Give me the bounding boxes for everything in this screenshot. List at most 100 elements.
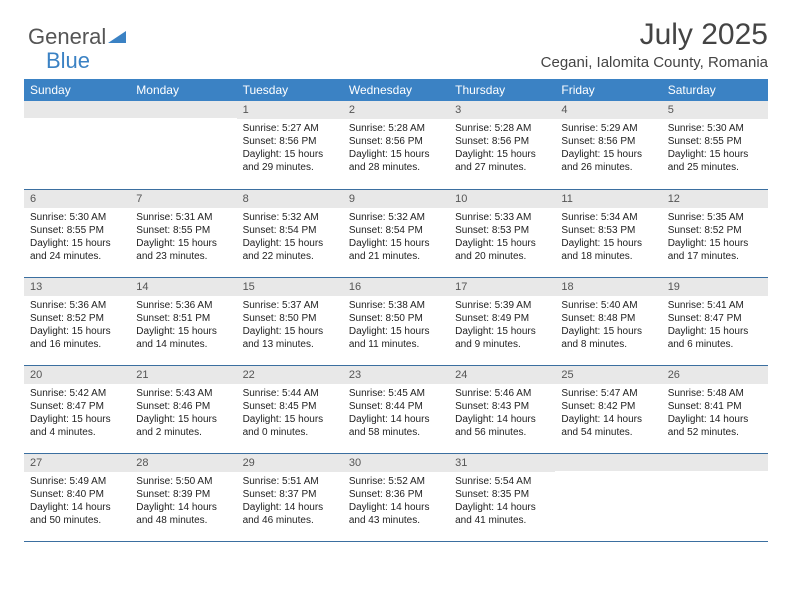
daylight-text: Daylight: 15 hours and 2 minutes. <box>136 413 230 439</box>
calendar-day-cell: 6Sunrise: 5:30 AMSunset: 8:55 PMDaylight… <box>24 189 130 277</box>
day-number: 26 <box>662 366 768 384</box>
daylight-text: Daylight: 15 hours and 28 minutes. <box>349 148 443 174</box>
day-content: Sunrise: 5:32 AMSunset: 8:54 PMDaylight:… <box>237 208 343 265</box>
sunset-text: Sunset: 8:39 PM <box>136 488 230 501</box>
daylight-text: Daylight: 15 hours and 27 minutes. <box>455 148 549 174</box>
daylight-text: Daylight: 14 hours and 43 minutes. <box>349 501 443 527</box>
day-content: Sunrise: 5:48 AMSunset: 8:41 PMDaylight:… <box>662 384 768 441</box>
day-content: Sunrise: 5:51 AMSunset: 8:37 PMDaylight:… <box>237 472 343 529</box>
sunset-text: Sunset: 8:56 PM <box>349 135 443 148</box>
day-content: Sunrise: 5:46 AMSunset: 8:43 PMDaylight:… <box>449 384 555 441</box>
day-number: 28 <box>130 454 236 472</box>
sunrise-text: Sunrise: 5:46 AM <box>455 387 549 400</box>
daylight-text: Daylight: 14 hours and 58 minutes. <box>349 413 443 439</box>
calendar-day-cell: 11Sunrise: 5:34 AMSunset: 8:53 PMDayligh… <box>555 189 661 277</box>
daylight-text: Daylight: 15 hours and 24 minutes. <box>30 237 124 263</box>
calendar-table: Sunday Monday Tuesday Wednesday Thursday… <box>24 79 768 542</box>
sunset-text: Sunset: 8:54 PM <box>349 224 443 237</box>
sunrise-text: Sunrise: 5:32 AM <box>349 211 443 224</box>
sunset-text: Sunset: 8:55 PM <box>30 224 124 237</box>
weekday-header: Monday <box>130 79 236 101</box>
calendar-day-cell <box>555 453 661 541</box>
sunrise-text: Sunrise: 5:43 AM <box>136 387 230 400</box>
sunset-text: Sunset: 8:41 PM <box>668 400 762 413</box>
daylight-text: Daylight: 14 hours and 46 minutes. <box>243 501 337 527</box>
page-title: July 2025 <box>24 18 768 52</box>
day-content: Sunrise: 5:42 AMSunset: 8:47 PMDaylight:… <box>24 384 130 441</box>
sunrise-text: Sunrise: 5:30 AM <box>668 122 762 135</box>
sunrise-text: Sunrise: 5:51 AM <box>243 475 337 488</box>
daylight-text: Daylight: 15 hours and 14 minutes. <box>136 325 230 351</box>
sunrise-text: Sunrise: 5:38 AM <box>349 299 443 312</box>
logo-text-2: Blue <box>46 48 128 74</box>
day-number: 17 <box>449 278 555 296</box>
sunrise-text: Sunrise: 5:30 AM <box>30 211 124 224</box>
calendar-day-cell: 24Sunrise: 5:46 AMSunset: 8:43 PMDayligh… <box>449 365 555 453</box>
sunrise-text: Sunrise: 5:34 AM <box>561 211 655 224</box>
calendar-week-row: 20Sunrise: 5:42 AMSunset: 8:47 PMDayligh… <box>24 365 768 453</box>
calendar-day-cell: 19Sunrise: 5:41 AMSunset: 8:47 PMDayligh… <box>662 277 768 365</box>
calendar-day-cell: 7Sunrise: 5:31 AMSunset: 8:55 PMDaylight… <box>130 189 236 277</box>
day-content: Sunrise: 5:41 AMSunset: 8:47 PMDaylight:… <box>662 296 768 353</box>
day-content: Sunrise: 5:50 AMSunset: 8:39 PMDaylight:… <box>130 472 236 529</box>
day-number <box>24 101 130 118</box>
sunset-text: Sunset: 8:42 PM <box>561 400 655 413</box>
sunset-text: Sunset: 8:36 PM <box>349 488 443 501</box>
daylight-text: Daylight: 14 hours and 56 minutes. <box>455 413 549 439</box>
calendar-day-cell: 17Sunrise: 5:39 AMSunset: 8:49 PMDayligh… <box>449 277 555 365</box>
sunrise-text: Sunrise: 5:36 AM <box>30 299 124 312</box>
day-content: Sunrise: 5:30 AMSunset: 8:55 PMDaylight:… <box>662 119 768 176</box>
calendar-day-cell: 31Sunrise: 5:54 AMSunset: 8:35 PMDayligh… <box>449 453 555 541</box>
sunset-text: Sunset: 8:37 PM <box>243 488 337 501</box>
sunrise-text: Sunrise: 5:40 AM <box>561 299 655 312</box>
sunset-text: Sunset: 8:56 PM <box>455 135 549 148</box>
sunset-text: Sunset: 8:51 PM <box>136 312 230 325</box>
calendar-day-cell <box>130 101 236 189</box>
sunrise-text: Sunrise: 5:37 AM <box>243 299 337 312</box>
sunrise-text: Sunrise: 5:41 AM <box>668 299 762 312</box>
sunset-text: Sunset: 8:46 PM <box>136 400 230 413</box>
day-content: Sunrise: 5:31 AMSunset: 8:55 PMDaylight:… <box>130 208 236 265</box>
calendar-day-cell: 2Sunrise: 5:28 AMSunset: 8:56 PMDaylight… <box>343 101 449 189</box>
calendar-week-row: 27Sunrise: 5:49 AMSunset: 8:40 PMDayligh… <box>24 453 768 541</box>
daylight-text: Daylight: 15 hours and 13 minutes. <box>243 325 337 351</box>
day-number <box>555 454 661 471</box>
sunset-text: Sunset: 8:49 PM <box>455 312 549 325</box>
sunrise-text: Sunrise: 5:48 AM <box>668 387 762 400</box>
daylight-text: Daylight: 15 hours and 8 minutes. <box>561 325 655 351</box>
day-number: 4 <box>555 101 661 119</box>
daylight-text: Daylight: 15 hours and 4 minutes. <box>30 413 124 439</box>
day-number: 5 <box>662 101 768 119</box>
calendar-day-cell: 16Sunrise: 5:38 AMSunset: 8:50 PMDayligh… <box>343 277 449 365</box>
sunrise-text: Sunrise: 5:31 AM <box>136 211 230 224</box>
calendar-day-cell: 12Sunrise: 5:35 AMSunset: 8:52 PMDayligh… <box>662 189 768 277</box>
daylight-text: Daylight: 15 hours and 16 minutes. <box>30 325 124 351</box>
calendar-day-cell: 15Sunrise: 5:37 AMSunset: 8:50 PMDayligh… <box>237 277 343 365</box>
sunset-text: Sunset: 8:50 PM <box>349 312 443 325</box>
logo: General Blue <box>28 24 128 74</box>
weekday-header: Thursday <box>449 79 555 101</box>
sunset-text: Sunset: 8:55 PM <box>668 135 762 148</box>
day-content: Sunrise: 5:44 AMSunset: 8:45 PMDaylight:… <box>237 384 343 441</box>
sunset-text: Sunset: 8:45 PM <box>243 400 337 413</box>
day-content: Sunrise: 5:54 AMSunset: 8:35 PMDaylight:… <box>449 472 555 529</box>
sunrise-text: Sunrise: 5:39 AM <box>455 299 549 312</box>
calendar-day-cell <box>24 101 130 189</box>
sunrise-text: Sunrise: 5:44 AM <box>243 387 337 400</box>
day-content: Sunrise: 5:28 AMSunset: 8:56 PMDaylight:… <box>449 119 555 176</box>
sunset-text: Sunset: 8:47 PM <box>30 400 124 413</box>
title-block: July 2025 Cegani, Ialomita County, Roman… <box>24 18 768 71</box>
calendar-day-cell: 20Sunrise: 5:42 AMSunset: 8:47 PMDayligh… <box>24 365 130 453</box>
sunrise-text: Sunrise: 5:45 AM <box>349 387 443 400</box>
day-number: 27 <box>24 454 130 472</box>
weekday-header: Sunday <box>24 79 130 101</box>
sunrise-text: Sunrise: 5:49 AM <box>30 475 124 488</box>
calendar-day-cell: 10Sunrise: 5:33 AMSunset: 8:53 PMDayligh… <box>449 189 555 277</box>
sunset-text: Sunset: 8:43 PM <box>455 400 549 413</box>
calendar-week-row: 13Sunrise: 5:36 AMSunset: 8:52 PMDayligh… <box>24 277 768 365</box>
day-content: Sunrise: 5:47 AMSunset: 8:42 PMDaylight:… <box>555 384 661 441</box>
logo-text-1: General <box>28 24 106 49</box>
daylight-text: Daylight: 15 hours and 26 minutes. <box>561 148 655 174</box>
day-content: Sunrise: 5:35 AMSunset: 8:52 PMDaylight:… <box>662 208 768 265</box>
day-number: 10 <box>449 190 555 208</box>
